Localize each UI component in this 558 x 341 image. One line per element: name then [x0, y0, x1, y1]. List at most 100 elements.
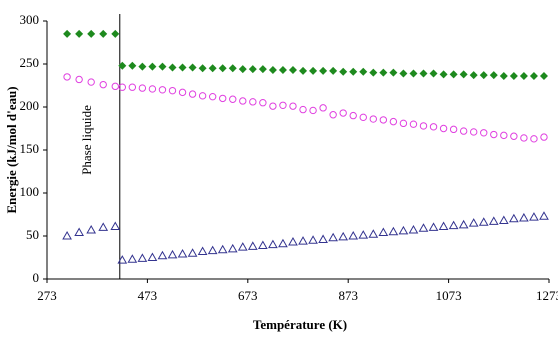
y-tick-label: 150 — [20, 141, 40, 156]
circle-marker — [111, 82, 119, 91]
circle-marker — [198, 92, 207, 100]
diamond-marker — [449, 70, 458, 79]
circle-marker — [128, 83, 137, 91]
circle-marker — [480, 129, 488, 137]
circle-marker — [249, 98, 257, 106]
circle-marker — [75, 75, 83, 84]
triangle-marker — [488, 216, 499, 225]
y-tick-label: 100 — [20, 184, 40, 199]
y-tick-label: 0 — [33, 270, 40, 285]
diamond-marker — [399, 69, 408, 78]
triangle-marker — [398, 225, 409, 235]
triangle-marker — [448, 220, 459, 230]
triangle-marker — [428, 222, 439, 231]
diamond-marker — [419, 69, 428, 78]
diamond-marker — [63, 29, 72, 38]
x-tick-label: 1273 — [536, 288, 558, 303]
diamond-marker — [299, 66, 308, 75]
circle-marker — [188, 90, 197, 98]
diamond-marker — [379, 68, 388, 77]
diamond-marker — [479, 71, 488, 80]
triangle-marker — [539, 211, 549, 220]
diamond-marker — [519, 72, 528, 81]
circle-marker — [449, 125, 458, 134]
x-tick-label: 473 — [138, 288, 158, 303]
triangle-marker — [127, 254, 138, 263]
triangle-marker — [529, 212, 539, 221]
circle-marker — [369, 115, 377, 123]
circle-marker — [158, 86, 167, 94]
diamond-marker — [99, 29, 108, 38]
triangle-marker — [237, 242, 248, 251]
diamond-marker — [509, 72, 518, 81]
circle-marker — [299, 105, 307, 114]
circle-marker — [279, 101, 287, 109]
triangle-marker — [358, 230, 369, 239]
circle-marker — [490, 130, 498, 139]
diamond-marker — [349, 67, 358, 76]
circle-marker — [500, 131, 508, 140]
diamond-marker — [319, 66, 328, 75]
triangle-marker — [157, 250, 168, 260]
triangle-marker — [187, 248, 198, 257]
diamond-marker — [208, 64, 217, 73]
annotation: Phase liquide — [79, 105, 94, 175]
diamond-marker — [75, 29, 84, 38]
triangle-marker — [247, 241, 258, 250]
triangle-marker — [318, 234, 328, 243]
triangle-marker — [298, 236, 308, 245]
circle-marker — [229, 95, 237, 103]
diamond-marker — [459, 70, 468, 79]
circle-marker — [208, 92, 217, 101]
triangle-marker — [348, 230, 359, 240]
circle-marker — [309, 106, 317, 115]
circle-marker — [63, 73, 71, 81]
triangle-marker — [378, 227, 389, 237]
triangle-marker — [308, 235, 318, 244]
diamond-marker — [118, 61, 127, 70]
diamond-marker — [248, 65, 257, 74]
circle-marker — [99, 80, 107, 89]
circle-marker — [319, 104, 327, 112]
circle-marker — [148, 85, 157, 93]
circle-marker — [419, 122, 428, 130]
circle-marker — [178, 88, 187, 97]
circle-marker — [429, 123, 438, 131]
circle-marker — [259, 99, 267, 107]
diamond-marker — [389, 68, 398, 77]
triangle-marker — [328, 232, 339, 242]
triangle-marker — [177, 249, 188, 258]
diamond-marker — [429, 69, 438, 78]
triangle-marker — [217, 244, 228, 254]
triangle-marker — [278, 238, 288, 248]
diamond-marker — [489, 71, 498, 80]
circle-marker — [118, 83, 127, 91]
triangle-marker — [408, 224, 419, 234]
circle-marker — [87, 78, 95, 86]
diamond-marker — [238, 65, 247, 74]
diamond-marker — [278, 66, 287, 75]
diamond-marker — [168, 63, 177, 72]
triangle-marker — [288, 237, 298, 246]
diamond-marker — [87, 29, 96, 38]
diamond-marker — [329, 66, 338, 75]
triangle-marker — [257, 240, 268, 249]
circle-marker — [540, 133, 548, 141]
circle-marker — [289, 102, 297, 110]
circle-marker — [510, 132, 518, 140]
circle-marker — [168, 86, 177, 95]
circle-marker — [409, 120, 418, 128]
diamond-marker — [148, 62, 157, 71]
triangle-marker — [458, 219, 469, 229]
triangle-marker — [368, 229, 379, 238]
triangle-marker — [338, 231, 349, 241]
triangle-marker — [62, 230, 72, 240]
circle-marker — [459, 127, 468, 135]
triangle-marker — [438, 221, 449, 231]
circle-marker — [349, 111, 357, 120]
diamond-marker — [111, 29, 120, 38]
triangle-marker — [197, 246, 208, 255]
circle-marker — [339, 109, 347, 117]
